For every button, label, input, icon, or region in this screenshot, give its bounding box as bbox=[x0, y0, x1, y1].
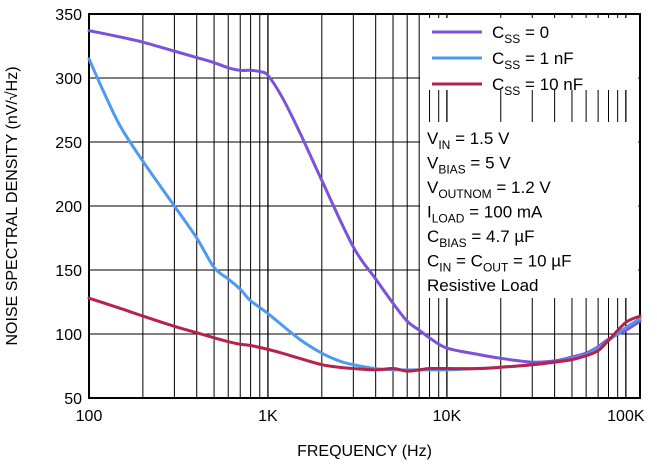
plot-frame bbox=[88, 13, 641, 399]
y-tick-label: 250 bbox=[55, 135, 82, 152]
y-tick-label: 150 bbox=[55, 263, 82, 280]
annotation-line: ILOAD = 100 mA bbox=[427, 203, 543, 226]
legend-label: CSS = 10 nF bbox=[492, 75, 583, 98]
x-tick-label: 10K bbox=[433, 408, 462, 425]
y-tick-label: 350 bbox=[55, 7, 82, 24]
y-tick-label: 50 bbox=[64, 391, 82, 408]
y-axis-label: NOISE SPECTRAL DENSITY (nV/√Hz) bbox=[4, 66, 21, 345]
annotation-line: CBIAS = 4.7 µF bbox=[427, 227, 535, 250]
y-tick-label: 200 bbox=[55, 199, 82, 216]
x-tick-label: 100K bbox=[607, 408, 645, 425]
x-axis-label: FREQUENCY (Hz) bbox=[297, 443, 432, 460]
annotation-line: VBIAS = 5 V bbox=[427, 154, 511, 177]
legend-label: CSS = 0 bbox=[492, 23, 549, 46]
y-tick-label: 300 bbox=[55, 71, 82, 88]
annotation-line: VIN = 1.5 V bbox=[427, 129, 510, 152]
legend-background bbox=[420, 18, 638, 90]
x-tick-label: 1K bbox=[258, 408, 278, 425]
annotation-line: Resistive Load bbox=[427, 276, 539, 295]
annotation-line: VOUTNOM = 1.2 V bbox=[427, 178, 551, 201]
annotation-line: CIN = COUT = 10 µF bbox=[427, 252, 571, 275]
legend-label: CSS = 1 nF bbox=[492, 49, 574, 72]
legend: CSS = 0 CSS = 1 nF CSS = 10 nF bbox=[420, 18, 638, 98]
series-lines bbox=[87, 29, 642, 373]
y-tick-label: 100 bbox=[55, 327, 82, 344]
x-tick-label: 100 bbox=[76, 408, 103, 425]
series-line-2 bbox=[87, 296, 642, 373]
annotation-background bbox=[420, 122, 638, 298]
